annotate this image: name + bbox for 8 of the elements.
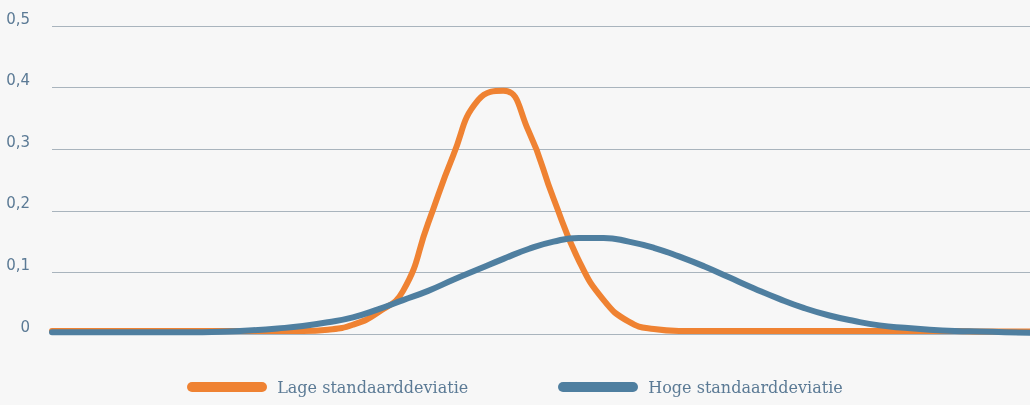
y-tick-label: 0,2 <box>6 194 30 213</box>
legend-label: Hoge standaarddeviatie <box>648 377 843 397</box>
y-tick-label: 0 <box>20 317 30 336</box>
y-tick-label: 0,5 <box>6 9 30 28</box>
y-tick-label: 0,1 <box>6 255 30 274</box>
legend-label: Lage standaarddeviatie <box>277 377 469 397</box>
y-tick-label: 0,3 <box>6 132 30 151</box>
y-tick-label: 0,4 <box>6 71 30 90</box>
